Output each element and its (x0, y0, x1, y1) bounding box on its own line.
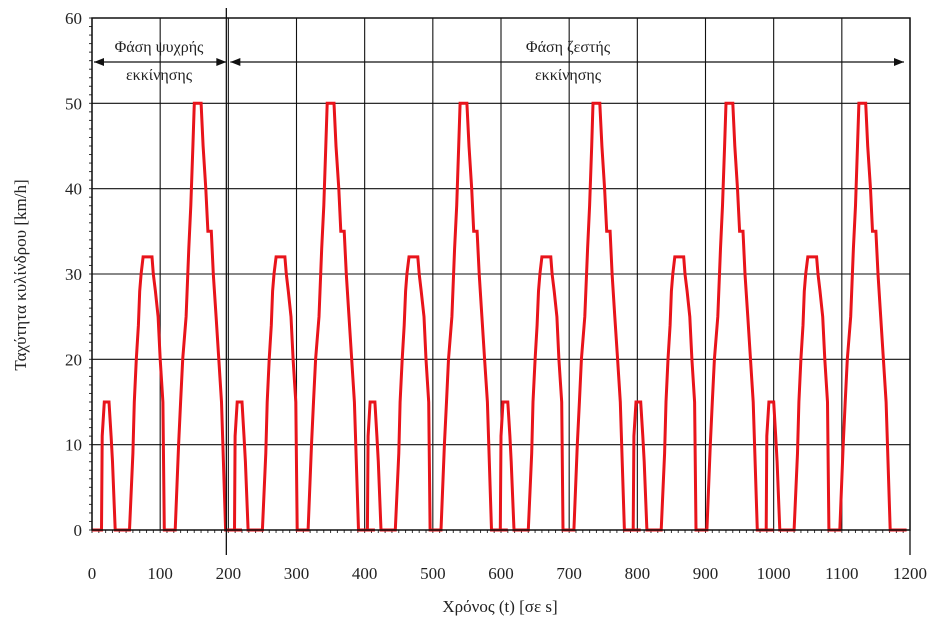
cold-phase-label-line1: Φάση ψυχρής (115, 39, 204, 56)
phase-annotations: Φάση ψυχρής εκκίνησης Φάση ζεστής εκκίνη… (94, 8, 911, 555)
x-tick-label: 400 (352, 564, 378, 583)
tick-labels: 0 100 200 300 400 500 600 700 800 900 1000 1100 1200… (65, 9, 927, 583)
y-tick-label: 30 (65, 265, 82, 284)
x-tick-label: 500 (420, 564, 446, 583)
plot-frame (91, 17, 911, 531)
hot-phase-label-line2: εκκίνησης (535, 67, 602, 84)
y-tick-label: 40 (65, 180, 82, 199)
y-tick-label: 0 (74, 521, 83, 540)
hot-phase-label-line1: Φάση ζεστής (526, 39, 611, 56)
x-axis-title: Χρόνος (t) [σε s] (442, 597, 557, 616)
x-tick-label: 0 (88, 564, 97, 583)
x-tick-label: 1000 (757, 564, 791, 583)
cold-phase-label-line2: εκκίνησης (126, 67, 193, 84)
hot-phase-arrow-right-head (894, 58, 904, 66)
y-tick-label: 10 (65, 436, 82, 455)
x-tick-label: 1100 (825, 564, 858, 583)
hot-phase-arrow-left-head (230, 58, 241, 66)
x-tick-label: 100 (147, 564, 173, 583)
x-tick-label: 200 (216, 564, 242, 583)
cold-phase-arrow-right-head (216, 58, 227, 66)
x-tick-label: 900 (693, 564, 719, 583)
y-tick-label: 20 (65, 350, 82, 369)
cold-phase-arrow-left-head (94, 58, 104, 66)
y-axis-title: Ταχύτητα κυλίνδρου [km/h] (11, 179, 30, 370)
phase-arrows (94, 8, 911, 555)
x-tick-label: 1200 (893, 564, 927, 583)
y-tick-label: 50 (65, 94, 82, 113)
x-tick-label: 300 (284, 564, 310, 583)
velocity-series-line (92, 101, 907, 532)
y-tick-label: 60 (65, 9, 82, 28)
x-tick-label: 700 (556, 564, 582, 583)
series-layer (92, 101, 907, 532)
x-tick-label: 800 (625, 564, 651, 583)
x-tick-label: 600 (488, 564, 514, 583)
